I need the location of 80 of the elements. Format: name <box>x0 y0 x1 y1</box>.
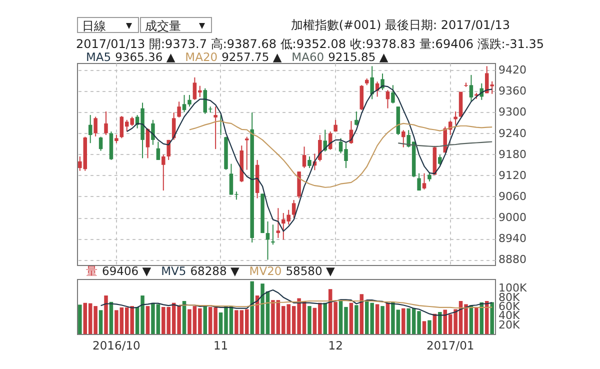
y-tick-label: 9360 <box>498 84 526 98</box>
candlestick <box>94 116 98 137</box>
candlestick <box>402 130 406 148</box>
series-label: 量 <box>86 264 98 278</box>
y-tick-label: 9240 <box>498 126 526 140</box>
x-tick-label: 2017/01 <box>426 338 474 352</box>
candlestick <box>151 119 155 146</box>
bar <box>354 305 358 334</box>
y-tick-label: 8940 <box>498 232 526 246</box>
candlestick <box>428 172 432 182</box>
candlestick <box>266 220 270 260</box>
bar <box>78 304 82 334</box>
bar <box>438 312 442 334</box>
line-series <box>100 289 493 316</box>
text: MA20 <box>185 50 218 64</box>
candlestick <box>292 200 296 218</box>
annotation: 9257.75 ▲ <box>222 50 282 64</box>
candlestick <box>214 106 218 150</box>
bar <box>422 321 426 334</box>
candlestick <box>391 84 395 104</box>
y-tick-label: 9120 <box>498 168 526 182</box>
annotation: 9215.85 ▲ <box>328 50 388 64</box>
bar <box>402 308 406 334</box>
candlestick <box>177 101 181 118</box>
x-tick-label: 2016/10 <box>92 338 140 352</box>
bar <box>104 296 108 334</box>
line-series <box>188 120 493 188</box>
annotation: 68288 ▼ <box>190 264 240 278</box>
bar <box>490 302 494 334</box>
candlestick <box>438 154 442 166</box>
candlestick <box>88 114 92 144</box>
candlestick <box>308 156 312 169</box>
bar <box>349 302 354 334</box>
y-tick-label: 9000 <box>498 211 526 224</box>
x-tick-label: 11 <box>213 338 228 352</box>
y-tick-label: 20K <box>498 318 520 332</box>
line-series <box>178 300 493 308</box>
y-tick-label: 8880 <box>498 253 526 266</box>
candlestick <box>271 224 275 246</box>
candlestick <box>422 172 426 190</box>
candlestick <box>156 141 160 160</box>
candlestick <box>417 172 421 192</box>
y-tick-label: 9420 <box>498 64 526 77</box>
candlestick <box>454 110 458 126</box>
candlestick <box>98 136 103 152</box>
annotation: 58580 ▼ <box>286 264 335 278</box>
dropdown: 成交量 <box>140 17 212 33</box>
candlestick <box>244 136 249 170</box>
text: MA5 <box>86 50 112 64</box>
candlestick <box>469 74 474 102</box>
candlestick <box>386 90 390 109</box>
candlestick <box>162 154 166 192</box>
text: MA60 <box>292 50 324 64</box>
bar <box>380 306 384 334</box>
candlestick <box>354 110 358 126</box>
candlestick <box>276 208 280 238</box>
candlestick <box>302 146 306 169</box>
bar <box>98 310 103 334</box>
chart-title: 加權指數(#001) 最後日期: 2017/01/13 <box>290 17 510 34</box>
bar <box>375 304 380 334</box>
candlestick <box>360 84 364 111</box>
y-tick-label: 9300 <box>498 106 526 119</box>
candlestick <box>370 66 374 100</box>
bar <box>386 302 390 334</box>
annotation: 69406 ▼ <box>102 264 152 278</box>
y-tick-label: 9060 <box>498 190 526 203</box>
dropdown: 日線 <box>77 17 139 33</box>
candlestick <box>104 110 108 136</box>
bar <box>428 320 432 334</box>
candlestick <box>380 73 384 91</box>
bar <box>250 281 254 334</box>
y-tick-label: 9180 <box>498 148 526 161</box>
bar <box>474 307 478 334</box>
bar <box>146 306 150 334</box>
annotation: 9365.36 ▲ <box>115 50 176 64</box>
bar <box>308 306 312 334</box>
x-tick-label: 12 <box>328 338 343 352</box>
text: MV20 <box>249 264 282 278</box>
chart-subtitle: 2017/01/13 開:9373.7 高:9387.68 低:9352.08 收:9378.83 量:69406 漲跌:-31.35 <box>76 36 544 52</box>
text: MV5 <box>161 264 186 278</box>
